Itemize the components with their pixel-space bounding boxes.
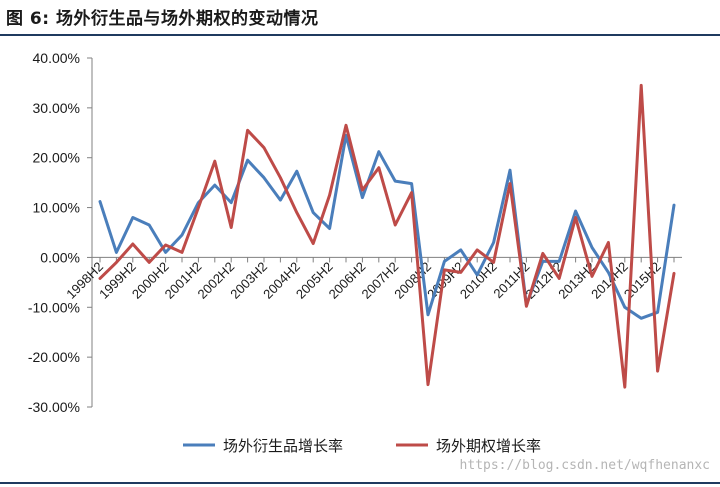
y-tick-label: 20.00% (33, 150, 80, 166)
legend-label-2: 场外期权增长率 (436, 437, 541, 455)
series-line-1 (98, 133, 676, 320)
y-tick-label: -30.00% (28, 399, 80, 415)
legend-label-1: 场外衍生品增长率 (223, 437, 343, 455)
bottom-rule (0, 482, 720, 484)
y-tick-label: 0.00% (40, 249, 80, 265)
y-tick-label: 40.00% (33, 50, 80, 66)
x-tick-labels: 1998H21999H22000H22001H22002H22003H22004… (63, 257, 675, 302)
figure-title: 图 6: 场外衍生品与场外期权的变动情况 (6, 9, 319, 29)
series-lines (98, 83, 676, 389)
title-rule (0, 34, 720, 36)
y-tick-label: 10.00% (33, 200, 80, 216)
series-line-2 (98, 83, 676, 389)
y-tick-labels: 40.00% 30.00% 20.00% 10.00% 0.00% -10.00% -20.… (28, 50, 92, 415)
y-tick-label: -20.00% (28, 349, 80, 365)
y-tick-label: -10.00% (28, 299, 80, 315)
x-tick-label: 2015H2 (621, 259, 664, 302)
legend: 场外衍生品增长率 场外期权增长率 (183, 437, 541, 455)
watermark: https://blog.csdn.net/wqfhenanxc (459, 458, 710, 473)
y-tick-label: 30.00% (33, 100, 80, 116)
x-tick-label: 2010H2 (457, 259, 500, 302)
